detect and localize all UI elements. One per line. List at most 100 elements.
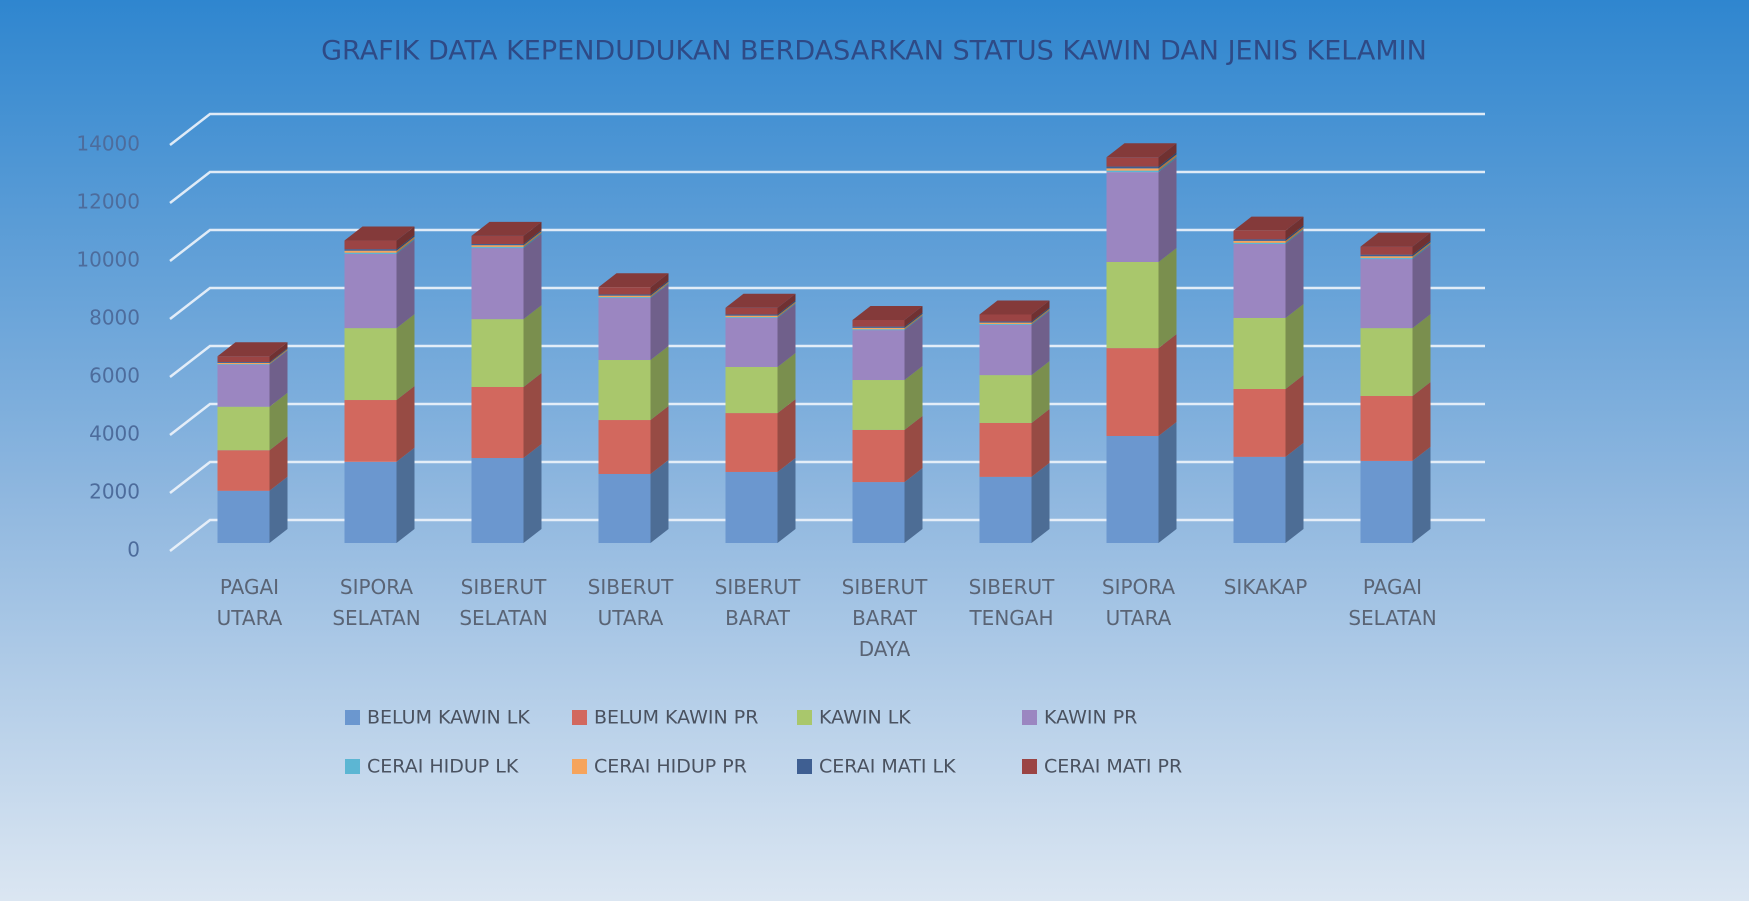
y-tick-label: 8000 bbox=[89, 306, 140, 330]
legend-swatch bbox=[1022, 710, 1037, 725]
legend-swatch bbox=[572, 759, 587, 774]
bar-segment-side bbox=[1159, 248, 1177, 348]
y-tick-label: 10000 bbox=[76, 248, 140, 272]
bar-segment bbox=[726, 318, 778, 367]
legend-swatch bbox=[572, 710, 587, 725]
bar-segment bbox=[599, 420, 651, 474]
bar-segment bbox=[1361, 259, 1413, 328]
legend-swatch bbox=[797, 759, 812, 774]
bar-segment bbox=[980, 423, 1032, 477]
bar-segment bbox=[853, 430, 905, 482]
bar-segment bbox=[853, 482, 905, 543]
legend-label: CERAI MATI LK bbox=[819, 756, 956, 778]
y-tick-label: 14000 bbox=[76, 132, 140, 156]
bar-segment bbox=[853, 330, 905, 380]
bar-segment-side bbox=[1413, 314, 1431, 396]
bar-segment-side bbox=[397, 240, 415, 328]
y-tick-label: 4000 bbox=[89, 422, 140, 446]
bar-segment-side bbox=[1286, 304, 1304, 389]
bar-segment bbox=[1361, 255, 1413, 256]
bar-segment bbox=[1107, 171, 1159, 172]
legend-label: CERAI MATI PR bbox=[1044, 756, 1182, 778]
bar-segment bbox=[1234, 239, 1286, 240]
bar-segment-side bbox=[1159, 158, 1177, 262]
bar-segment-side bbox=[1159, 334, 1177, 436]
bar-segment bbox=[726, 367, 778, 413]
bar-segment bbox=[726, 314, 778, 315]
bar-segment bbox=[980, 321, 1032, 322]
x-tick-label: SIKAKAP bbox=[1224, 575, 1308, 599]
y-tick-label: 0 bbox=[127, 538, 140, 562]
bar-segment bbox=[345, 254, 397, 328]
bar-segment bbox=[853, 327, 905, 328]
bar-segment bbox=[726, 308, 778, 315]
bar-segment bbox=[1361, 461, 1413, 543]
bar-segment-side bbox=[1286, 375, 1304, 457]
bar-segment bbox=[599, 297, 651, 298]
bar-segment-side bbox=[397, 448, 415, 543]
bar-segment-side bbox=[778, 458, 796, 543]
bar-segment bbox=[218, 356, 270, 362]
bar-segment-side bbox=[1032, 463, 1050, 543]
bar-segment bbox=[345, 241, 397, 250]
bar-segment bbox=[980, 477, 1032, 543]
bar-segment bbox=[1107, 262, 1159, 348]
legend-swatch bbox=[345, 710, 360, 725]
bar-segment bbox=[345, 251, 397, 253]
bar-segment bbox=[1234, 318, 1286, 389]
bar-segment bbox=[1107, 172, 1159, 262]
bar-segment bbox=[980, 314, 1032, 321]
bar-segment bbox=[345, 249, 397, 250]
bar-segment bbox=[599, 287, 651, 294]
bar-segment bbox=[218, 491, 270, 543]
legend-label: BELUM KAWIN PR bbox=[594, 707, 758, 729]
bar-segment bbox=[1234, 231, 1286, 240]
legend-label: BELUM KAWIN LK bbox=[367, 707, 530, 729]
bar-segment bbox=[218, 362, 270, 363]
bar-segment bbox=[1107, 436, 1159, 543]
bar-segment bbox=[980, 323, 1032, 324]
bar-segment bbox=[1361, 247, 1413, 255]
bar-segment bbox=[1361, 396, 1413, 461]
bar-segment bbox=[599, 474, 651, 543]
bar-segment bbox=[1107, 348, 1159, 436]
bar-segment bbox=[853, 329, 905, 330]
bar-segment bbox=[980, 375, 1032, 423]
bar-segment-side bbox=[1159, 422, 1177, 543]
bar-segment bbox=[218, 450, 270, 491]
bar-segment-side bbox=[397, 314, 415, 400]
y-tick-label: 6000 bbox=[89, 364, 140, 388]
bar-segment bbox=[218, 363, 270, 364]
bar-segment bbox=[218, 365, 270, 407]
bar-segment bbox=[726, 317, 778, 318]
y-tick-label: 12000 bbox=[76, 190, 140, 214]
bar-segment bbox=[345, 328, 397, 400]
chart-title: GRAFIK DATA KEPENDUDUKAN BERDASARKAN STA… bbox=[321, 36, 1427, 67]
bar-segment bbox=[472, 319, 524, 387]
bar-segment bbox=[472, 387, 524, 458]
bar-segment bbox=[1107, 168, 1159, 170]
bar-segment bbox=[1361, 258, 1413, 259]
bar-segment bbox=[1234, 241, 1286, 243]
legend-label: KAWIN LK bbox=[819, 707, 911, 729]
bar-segment-side bbox=[524, 305, 542, 387]
legend-swatch bbox=[1022, 759, 1037, 774]
bar-segment bbox=[345, 462, 397, 543]
bar-segment bbox=[218, 407, 270, 451]
chart: GRAFIK DATA KEPENDUDUKAN BERDASARKAN STA… bbox=[0, 0, 1749, 901]
bar-segment bbox=[472, 245, 524, 247]
bar-segment-side bbox=[524, 234, 542, 319]
bar-segment bbox=[980, 325, 1032, 375]
bar-segment bbox=[472, 248, 524, 319]
bar-segment bbox=[1234, 243, 1286, 244]
legend-label: KAWIN PR bbox=[1044, 707, 1137, 729]
bar-segment-side bbox=[651, 460, 669, 543]
bar-segment-side bbox=[1286, 230, 1304, 318]
bar-segment bbox=[599, 360, 651, 420]
bar-segment bbox=[1234, 244, 1286, 318]
bar-segment bbox=[1107, 167, 1159, 169]
bar-segment bbox=[599, 294, 651, 295]
legend-swatch bbox=[345, 759, 360, 774]
bar-segment bbox=[472, 236, 524, 244]
bar-segment bbox=[218, 364, 270, 365]
